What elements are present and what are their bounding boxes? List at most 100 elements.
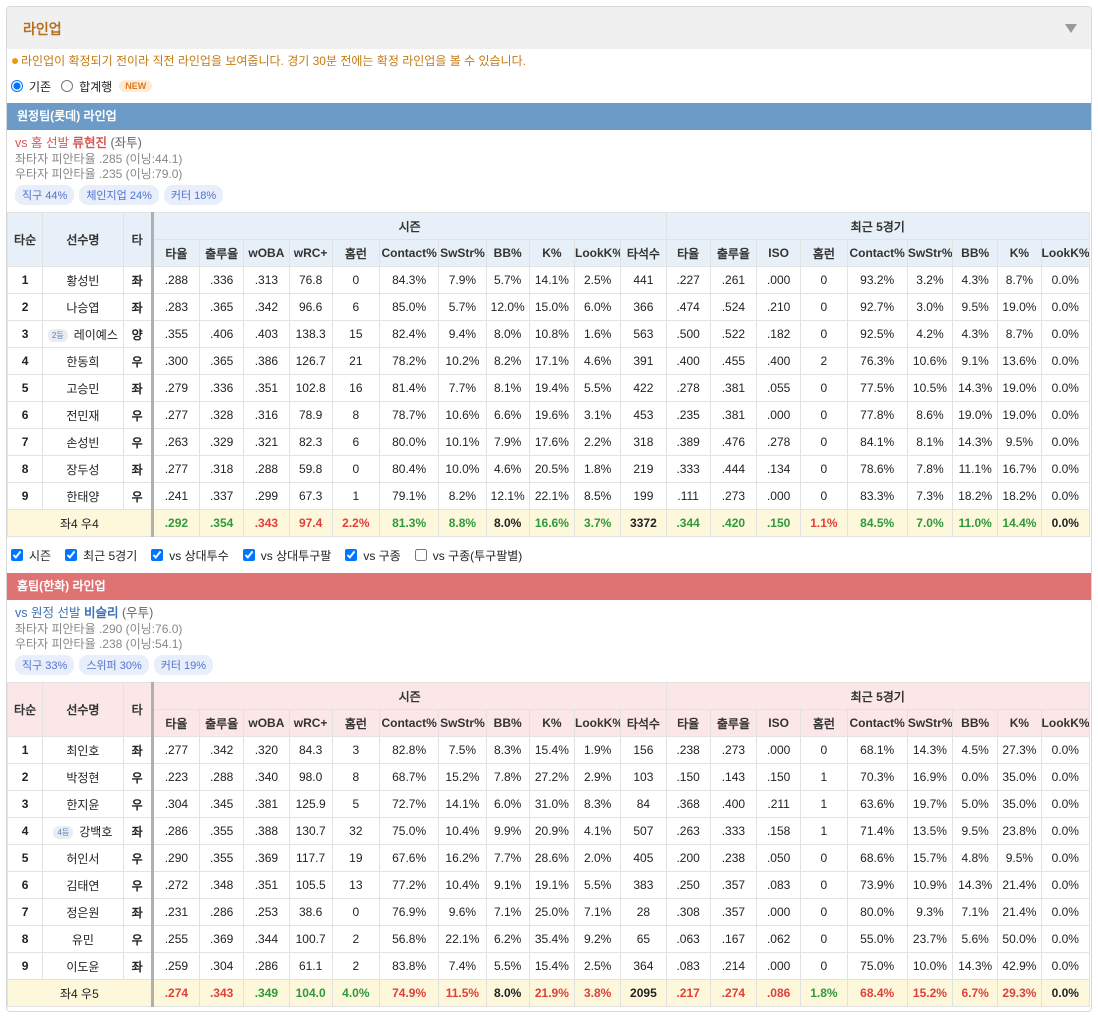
recent-stat: 23.7% xyxy=(906,925,954,953)
filter-checkbox[interactable]: 시즌 xyxy=(11,547,51,564)
player-name[interactable]: 박정현 xyxy=(66,770,100,785)
player-name[interactable]: 장두성 xyxy=(66,462,100,477)
view-radio[interactable]: 기존 xyxy=(11,78,51,95)
recent-stat: 3.0% xyxy=(906,293,954,321)
summary-season-stat: 97.4 xyxy=(288,509,333,537)
season-stat: 38.6 xyxy=(288,898,333,926)
player-name[interactable]: 손성빈 xyxy=(66,435,100,450)
column-header: 출루율 xyxy=(709,709,758,737)
column-header: 홈런 xyxy=(800,709,848,737)
player-name-cell: 나승엽 xyxy=(42,293,124,321)
collapse-arrow[interactable] xyxy=(1065,24,1077,33)
filter-checkbox-input[interactable] xyxy=(242,549,255,561)
recent-stat: 92.7% xyxy=(846,293,908,321)
season-stat: .263 xyxy=(150,428,201,456)
bat-hand: 우 xyxy=(122,763,153,791)
pitcher-info: vs 홈 선발 류현진 (좌투) 좌타자 피안타율 .285 (이닝:44.1) 우… xyxy=(7,130,1091,205)
pitcher-name: 비슬리 xyxy=(83,606,119,620)
player-name[interactable]: 최인호 xyxy=(66,743,100,758)
season-stat: 19.4% xyxy=(528,374,576,402)
recent-stat: 21.4% xyxy=(997,871,1042,899)
column-header: 타율 xyxy=(665,709,711,737)
recent-stat: 9.1% xyxy=(952,347,999,375)
season-stat: 9.2% xyxy=(574,925,622,953)
player-name[interactable]: 이도윤 xyxy=(66,959,100,974)
column-header: SwStr% xyxy=(906,709,954,737)
filter-checkbox[interactable]: 최근 5경기 xyxy=(65,547,137,564)
season-stat: .288 xyxy=(150,266,201,294)
recent-stat: .278 xyxy=(756,428,802,456)
recent-stat: 68.6% xyxy=(846,844,908,872)
filter-checkbox-input[interactable] xyxy=(151,549,164,561)
season-stat: .337 xyxy=(199,482,245,510)
filter-checkbox-input[interactable] xyxy=(65,549,78,561)
player-name[interactable]: 김태연 xyxy=(66,878,100,893)
season-stat: .369 xyxy=(243,844,290,872)
batting-order: 3 xyxy=(7,320,44,348)
bat-hand: 우 xyxy=(122,347,153,375)
filter-checkbox[interactable]: vs 구종(투구팔별) xyxy=(414,547,522,564)
player-name[interactable]: 고승민 xyxy=(66,381,100,396)
season-stat: 59.8 xyxy=(288,455,333,483)
column-header: BB% xyxy=(952,239,999,267)
filter-checkbox-input[interactable] xyxy=(11,549,23,561)
view-radio-input[interactable] xyxy=(61,80,74,92)
recent-stat: 92.5% xyxy=(846,320,908,348)
filter-checkbox[interactable]: vs 상대투구팔 xyxy=(242,547,331,564)
player-name[interactable]: 유민 xyxy=(71,932,94,947)
notice: 라인업이 확정되기 전이라 직전 라인업을 보여줍니다. 경기 30분 전에는 … xyxy=(7,49,1091,73)
player-name[interactable]: 정은원 xyxy=(66,905,100,920)
split-avg: 좌타자 피안타율 .290 (이닝:76.0) xyxy=(15,622,183,636)
recent-stat: 84.1% xyxy=(846,428,908,456)
season-stat: 9.9% xyxy=(485,817,530,845)
season-stat: 1 xyxy=(331,482,380,510)
player-name[interactable]: 레이예스 xyxy=(73,327,118,342)
recent-stat: .273 xyxy=(709,482,758,510)
view-radio[interactable]: 합계행 NEW xyxy=(61,78,153,95)
player-name[interactable]: 강백호 xyxy=(79,824,113,839)
view-radio-input[interactable] xyxy=(11,80,23,92)
player-name[interactable]: 전민재 xyxy=(66,408,100,423)
filter-checkbox[interactable]: vs 상대투수 xyxy=(151,547,229,564)
recent-stat: 73.9% xyxy=(846,871,908,899)
player-name[interactable]: 한동희 xyxy=(66,354,100,369)
split-avg: 우타자 피안타율 .238 (이닝:54.1) xyxy=(15,637,183,651)
filter-checkbox-input[interactable] xyxy=(414,549,427,561)
batting-order: 4 xyxy=(7,347,44,375)
player-name[interactable]: 한태양 xyxy=(66,489,100,504)
player-name-cell: 허인서 xyxy=(42,844,124,872)
season-stat: .351 xyxy=(243,871,290,899)
recent-stat: 0.0% xyxy=(1040,482,1090,510)
recent-stat: 10.9% xyxy=(906,871,954,899)
season-stat: 8 xyxy=(331,763,380,791)
pitcher-hand: (우투) xyxy=(121,606,154,620)
summary-season-stat: .343 xyxy=(243,509,290,537)
recent-stat: 23.8% xyxy=(997,817,1042,845)
player-name[interactable]: 황성빈 xyxy=(66,273,100,288)
recent-stat: .150 xyxy=(756,763,802,791)
column-header: LookK% xyxy=(574,239,622,267)
recent-stat: .400 xyxy=(756,347,802,375)
player-name-cell: 한지윤 xyxy=(42,790,124,818)
group-header: 시즌 xyxy=(150,682,667,710)
recent-stat: 68.1% xyxy=(846,736,908,764)
filter-checkbox[interactable]: vs 구종 xyxy=(345,547,401,564)
filter-checkbox-input[interactable] xyxy=(345,549,358,561)
recent-stat: .083 xyxy=(756,871,802,899)
player-name[interactable]: 나승엽 xyxy=(66,300,100,315)
player-name[interactable]: 한지윤 xyxy=(66,797,100,812)
player-row: 6 전민재 우 .277.328.316 78.9 8 78.7% 10.6% 6.6% 19.6… xyxy=(7,401,1090,429)
season-stat: 96.6 xyxy=(288,293,333,321)
player-name[interactable]: 허인서 xyxy=(66,851,100,866)
panel-header[interactable]: 라인업 xyxy=(7,7,1091,49)
group-header: 최근 5경기 xyxy=(665,682,1090,710)
column-header: Contact% xyxy=(846,709,908,737)
recent-stat: .000 xyxy=(756,266,802,294)
pitch-tag: 커터 18% xyxy=(163,185,224,205)
summary-season-stat: 104.0 xyxy=(288,979,333,1007)
summary-recent-stat: 1.8% xyxy=(800,979,848,1007)
season-stat: 5.7% xyxy=(485,266,530,294)
recent-stat: 42.9% xyxy=(997,952,1042,980)
recent-stat: 8.7% xyxy=(997,266,1042,294)
column-header: 타순 xyxy=(7,212,44,267)
